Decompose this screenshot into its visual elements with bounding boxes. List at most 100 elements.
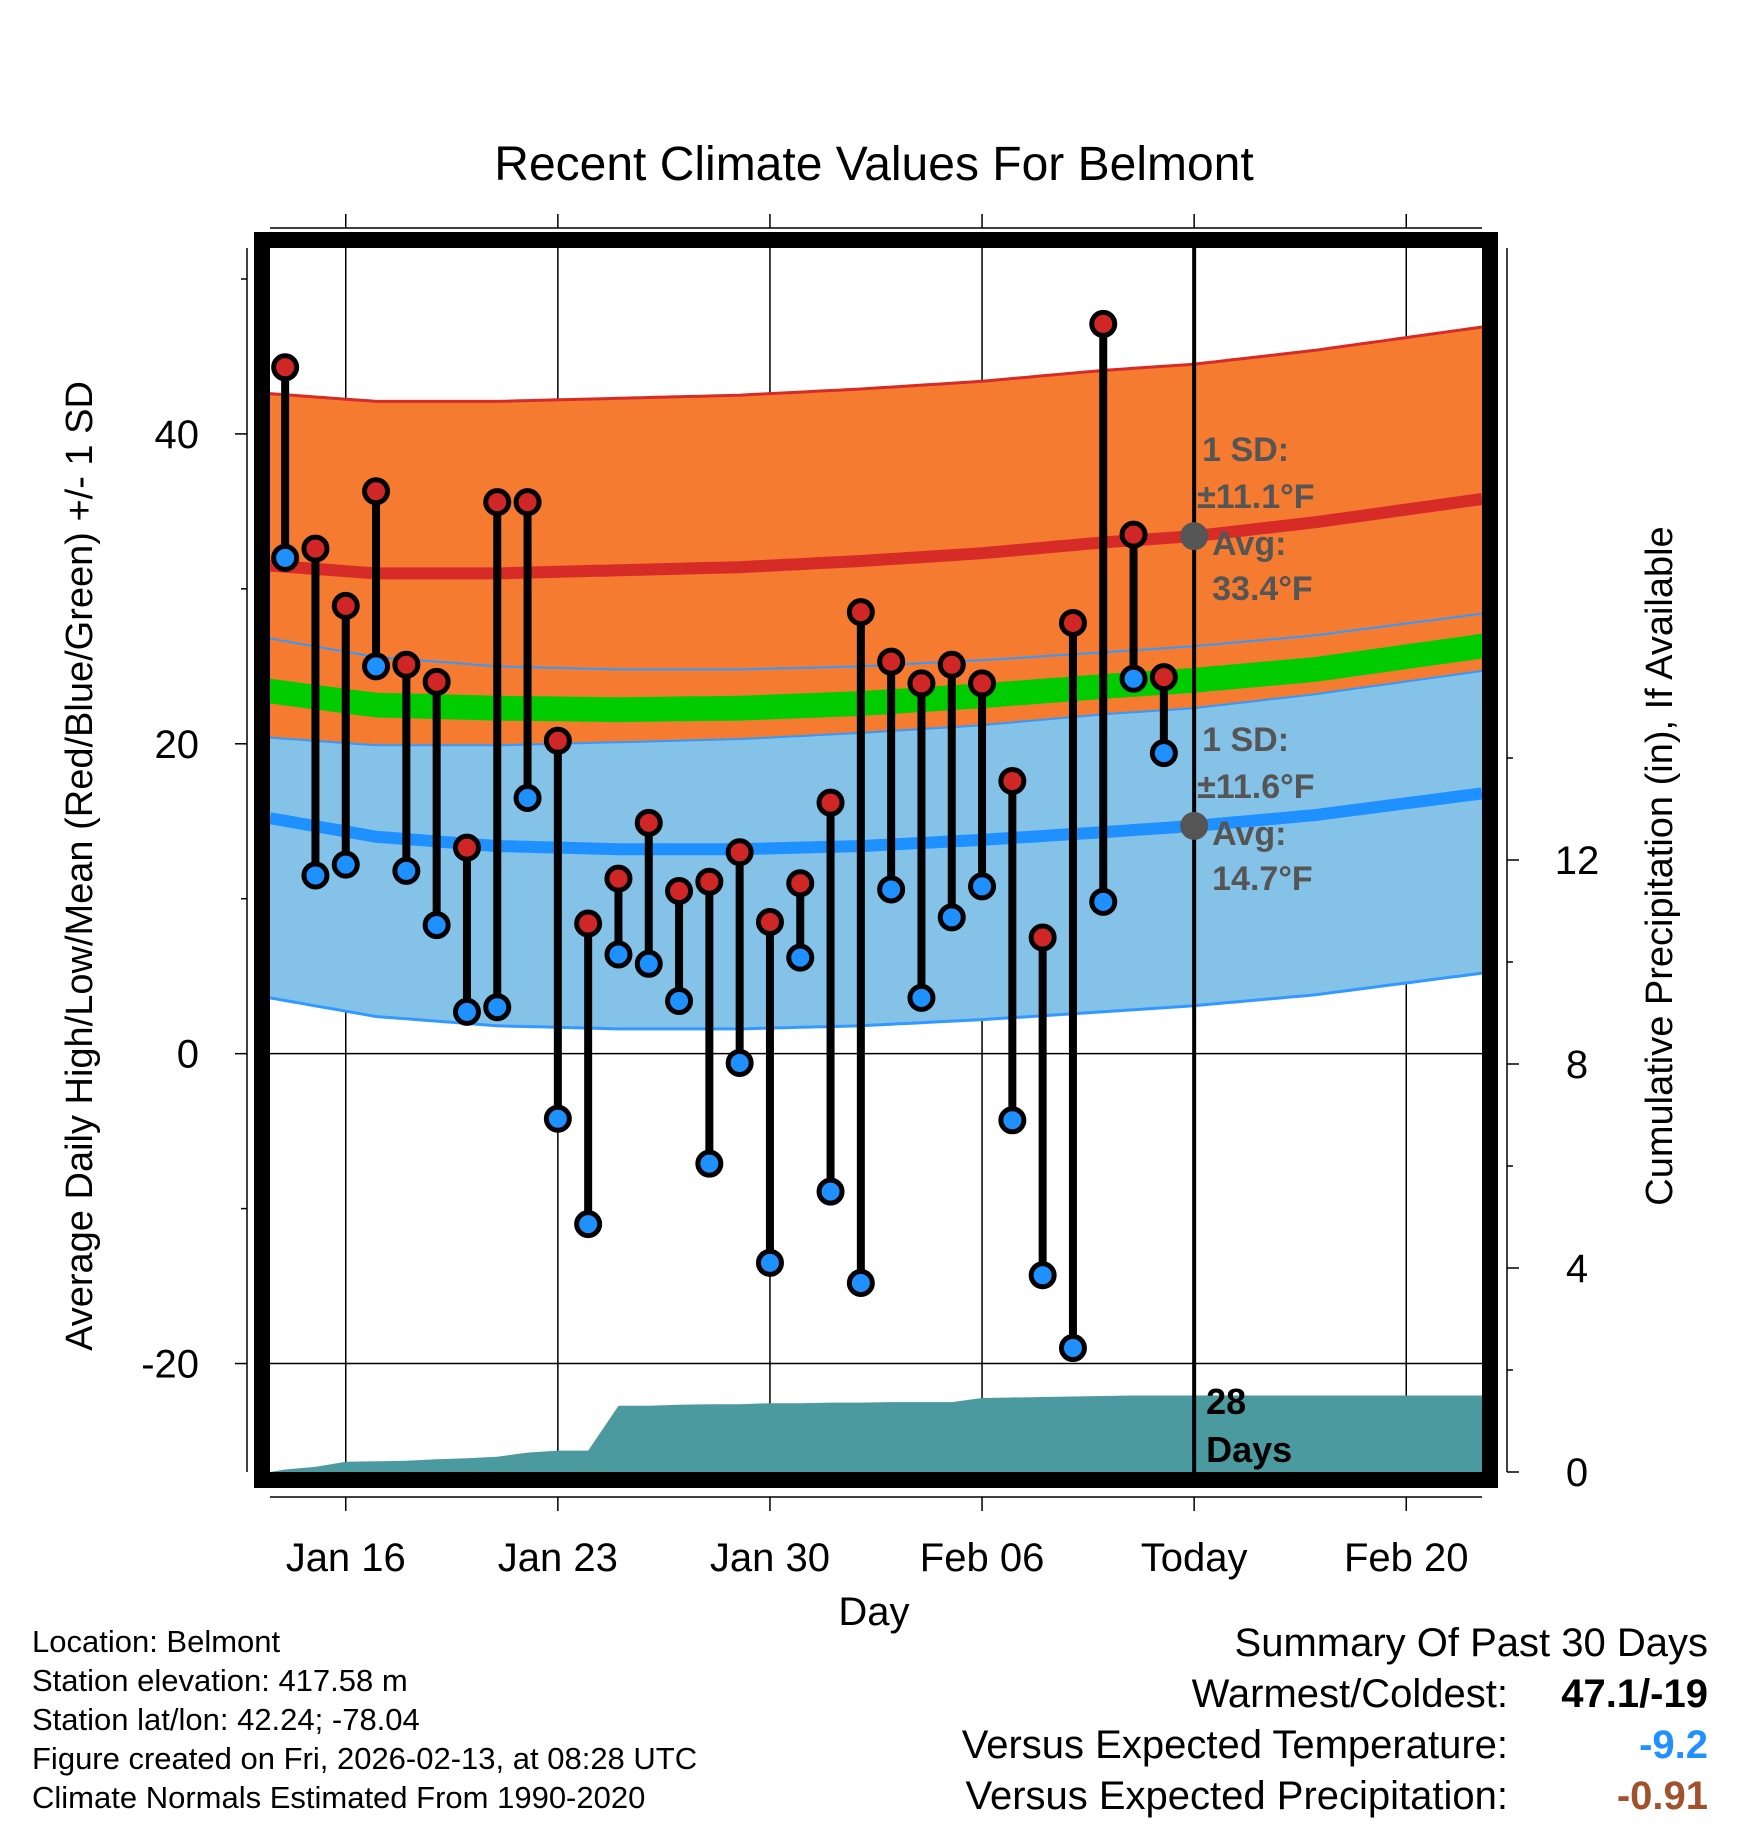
daily-low-point bbox=[1028, 1261, 1057, 1290]
days-word-label: Days bbox=[1206, 1429, 1292, 1470]
high-normal-line bbox=[269, 493, 1483, 580]
daily-high-point bbox=[392, 650, 421, 679]
daily-high-point bbox=[1028, 923, 1057, 952]
low-band-upper-edge bbox=[269, 612, 1483, 671]
daily-low-point bbox=[483, 993, 512, 1022]
x-tick-label: Jan 30 bbox=[710, 1536, 830, 1580]
high-normal-band bbox=[270, 327, 1482, 746]
daily-high-point bbox=[331, 591, 360, 620]
daily-high-point bbox=[877, 647, 906, 676]
y-tick-label: -20 bbox=[141, 1343, 199, 1387]
elevation-text: Station elevation: 417.58 m bbox=[32, 1663, 408, 1698]
y2-tick-label: 12 bbox=[1555, 839, 1600, 883]
summary-temp: Versus Expected Temperature: -9.2 bbox=[962, 1720, 1708, 1771]
daily-low-point bbox=[331, 850, 360, 879]
summary-precip: Versus Expected Precipitation: -0.91 bbox=[962, 1771, 1708, 1822]
daily-low-point bbox=[907, 983, 936, 1012]
low-avg-label: Avg: bbox=[1212, 815, 1286, 853]
warmest-coldest-label: Warmest/Coldest: bbox=[1191, 1672, 1508, 1716]
chart-title: Recent Climate Values For Belmont bbox=[494, 138, 1253, 191]
daily-low-point bbox=[452, 997, 481, 1026]
high-band-lower-edge bbox=[269, 670, 1483, 747]
low-avg-value: 14.7°F bbox=[1212, 860, 1313, 898]
daily-low-point bbox=[816, 1177, 845, 1206]
precip-departure-value: -0.91 bbox=[1616, 1774, 1708, 1818]
x-tick-label: Today bbox=[1141, 1536, 1248, 1580]
daily-high-point bbox=[725, 838, 754, 867]
daily-high-point bbox=[1149, 663, 1178, 692]
daily-low-point bbox=[937, 903, 966, 932]
daily-high-point bbox=[695, 867, 724, 896]
y2-tick-label: 0 bbox=[1566, 1451, 1588, 1495]
low-sd-value: ±11.6°F bbox=[1197, 768, 1314, 806]
temp-departure-label: Versus Expected Temperature: bbox=[961, 1723, 1508, 1767]
created-text: Figure created on Fri, 2026-02-13, at 08… bbox=[32, 1741, 698, 1776]
y-tick-label: 20 bbox=[155, 723, 200, 767]
daily-low-point bbox=[634, 949, 663, 978]
daily-high-point bbox=[301, 534, 330, 563]
y-axis-label: Average Daily High/Low/Mean (Red/Blue/Gr… bbox=[59, 381, 101, 1351]
summary-panel: Summary Of Past 30 Days Warmest/Coldest:… bbox=[962, 1618, 1708, 1822]
daily-high-point bbox=[513, 488, 542, 517]
daily-low-point bbox=[604, 940, 633, 969]
daily-high-point bbox=[574, 909, 603, 938]
daily-high-point bbox=[998, 766, 1027, 795]
cumulative-precipitation-area bbox=[270, 1395, 1482, 1472]
daily-high-point bbox=[1089, 309, 1118, 338]
daily-low-point bbox=[725, 1048, 754, 1077]
summary-title: Summary Of Past 30 Days bbox=[1234, 1621, 1708, 1665]
daily-low-point bbox=[301, 861, 330, 890]
station-info: Location: Belmont Station elevation: 417… bbox=[32, 1622, 697, 1817]
daily-low-point bbox=[392, 856, 421, 885]
high-sd-label: 1 SD: bbox=[1202, 431, 1289, 469]
daily-low-point bbox=[665, 986, 694, 1015]
daily-high-point bbox=[1058, 608, 1087, 637]
today-low-avg-marker bbox=[1180, 811, 1209, 840]
daily-low-point bbox=[695, 1149, 724, 1178]
x-axis-label: Day bbox=[838, 1590, 909, 1634]
y-tick-label: 40 bbox=[155, 413, 200, 457]
precip-departure-label: Versus Expected Precipitation: bbox=[965, 1774, 1508, 1818]
daily-high-point bbox=[907, 669, 936, 698]
daily-low-point bbox=[574, 1210, 603, 1239]
daily-high-point bbox=[483, 488, 512, 517]
plot-frame bbox=[254, 232, 1498, 1488]
daily-high-point bbox=[634, 808, 663, 837]
y2-tick-label: 8 bbox=[1566, 1043, 1588, 1087]
daily-low-point bbox=[1058, 1334, 1087, 1363]
daily-high-point bbox=[604, 864, 633, 893]
daily-low-point bbox=[1089, 887, 1118, 916]
daily-high-point bbox=[665, 876, 694, 905]
daily-high-point bbox=[422, 667, 451, 696]
plot-area: 1 SD: ±11.1°F Avg: 33.4°F 1 SD: ±11.6°F Avg: 14… bbox=[141, 214, 1599, 1580]
daily-low-point bbox=[877, 875, 906, 904]
daily-low-point bbox=[513, 784, 542, 813]
latlon-text: Station lat/lon: 42.24; -78.04 bbox=[32, 1702, 420, 1737]
high-sd-value: ±11.1°F bbox=[1197, 478, 1314, 516]
daily-high-point bbox=[846, 598, 875, 627]
days-count-label: 28 bbox=[1206, 1381, 1246, 1422]
daily-low-point bbox=[1149, 739, 1178, 768]
daily-high-point bbox=[755, 907, 784, 936]
daily-high-point bbox=[362, 477, 391, 506]
daily-low-point bbox=[271, 543, 300, 572]
x-tick-label: Jan 23 bbox=[498, 1536, 618, 1580]
daily-high-point bbox=[816, 788, 845, 817]
x-tick-label: Jan 16 bbox=[286, 1536, 406, 1580]
daily-high-point bbox=[786, 869, 815, 898]
daily-high-point bbox=[937, 650, 966, 679]
daily-high-point bbox=[452, 833, 481, 862]
today-high-avg-marker bbox=[1180, 522, 1209, 551]
daily-low-point bbox=[543, 1104, 572, 1133]
location-text: Location: Belmont bbox=[32, 1624, 281, 1659]
daily-low-point bbox=[786, 943, 815, 972]
normals-period-text: Climate Normals Estimated From 1990-2020 bbox=[32, 1780, 646, 1815]
daily-high-point bbox=[1119, 520, 1148, 549]
x-tick-label: Feb 06 bbox=[920, 1536, 1045, 1580]
warmest-coldest-value: 47.1/-19 bbox=[1561, 1672, 1708, 1716]
y2-axis-label: Cumulative Precipitation (in), If Availa… bbox=[1639, 526, 1681, 1205]
daily-low-point bbox=[362, 652, 391, 681]
daily-low-point bbox=[422, 911, 451, 940]
daily-low-point bbox=[1119, 664, 1148, 693]
